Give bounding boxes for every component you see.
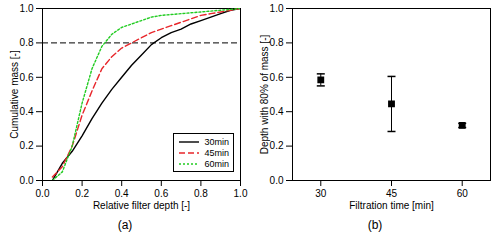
html-text:(a): (a) xyxy=(117,218,133,232)
svg-text:0.8: 0.8 xyxy=(270,37,284,48)
svg-text:Relative filter depth [-]: Relative filter depth [-] xyxy=(93,200,190,211)
svg-text:60: 60 xyxy=(457,188,469,199)
svg-text:0.2: 0.2 xyxy=(270,140,284,151)
html-text:30min: 30min xyxy=(204,136,229,147)
svg-text:Filtration time [min]: Filtration time [min] xyxy=(349,200,434,211)
svg-text:0.6: 0.6 xyxy=(154,188,168,199)
svg-text:1.0: 1.0 xyxy=(20,3,34,14)
svg-text:30: 30 xyxy=(315,188,327,199)
svg-text:0.8: 0.8 xyxy=(194,188,208,199)
svg-text:0.4: 0.4 xyxy=(20,106,34,117)
svg-text:0.0: 0.0 xyxy=(20,175,34,186)
svg-text:1.0: 1.0 xyxy=(270,3,284,14)
svg-text:0.0: 0.0 xyxy=(270,175,284,186)
html-text:60min: 60min xyxy=(204,158,229,169)
svg-text:0.4: 0.4 xyxy=(270,106,284,117)
svg-text:Depth with 80% of mass [-]: Depth with 80% of mass [-] xyxy=(259,35,270,155)
html-text:45min: 45min xyxy=(204,147,229,158)
svg-text:0.6: 0.6 xyxy=(270,72,284,83)
svg-text:1.0: 1.0 xyxy=(234,188,248,199)
svg-text:Cumulative mass [-]: Cumulative mass [-] xyxy=(9,50,20,139)
svg-text:0.0: 0.0 xyxy=(36,188,50,199)
svg-text:0.6: 0.6 xyxy=(20,72,34,83)
svg-text:0.2: 0.2 xyxy=(75,188,89,199)
svg-text:45: 45 xyxy=(386,188,398,199)
svg-text:0.8: 0.8 xyxy=(20,37,34,48)
svg-text:0.2: 0.2 xyxy=(20,140,34,151)
svg-text:0.4: 0.4 xyxy=(115,188,129,199)
html-text:(b): (b) xyxy=(367,218,383,232)
